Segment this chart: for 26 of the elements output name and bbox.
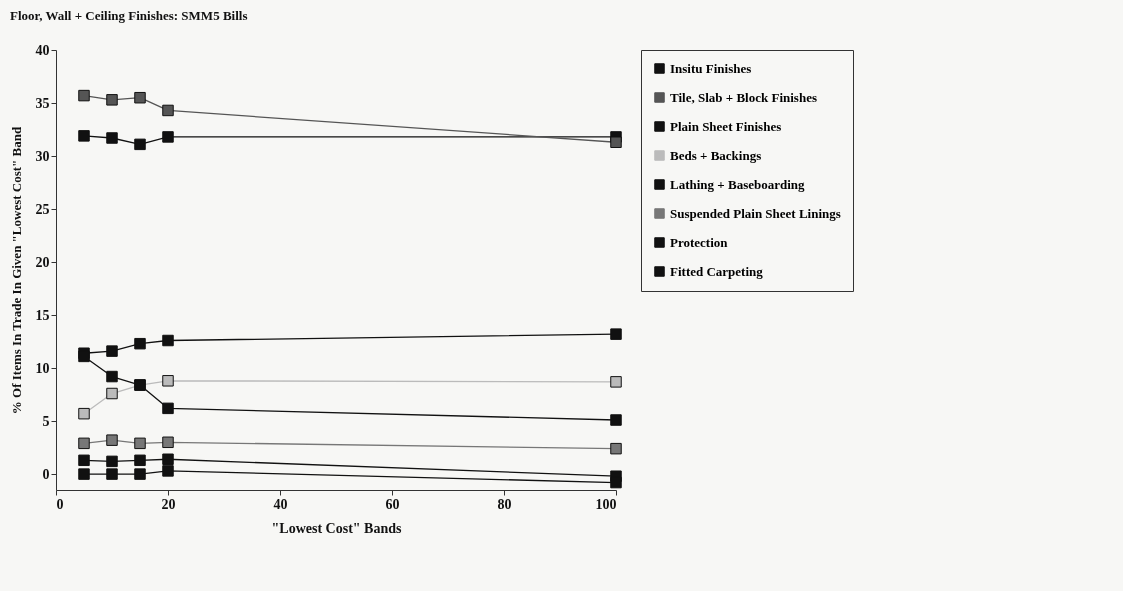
- x-tick-label: 100: [595, 496, 617, 512]
- chart-title: Floor, Wall + Ceiling Finishes: SMM5 Bills: [10, 8, 248, 23]
- y-tick-label: 15: [35, 307, 50, 323]
- x-tick-label: 0: [56, 496, 64, 512]
- legend-label: Plain Sheet Finishes: [670, 118, 782, 134]
- legend-label: Beds + Backings: [670, 147, 762, 163]
- legend-label: Insitu Finishes: [670, 60, 752, 76]
- legend-label: Fitted Carpeting: [670, 263, 764, 279]
- legend-label: Lathing + Baseboarding: [670, 176, 806, 192]
- y-tick-label: 10: [35, 360, 50, 376]
- x-axis-title: "Lowest Cost" Bands: [271, 520, 402, 536]
- x-tick-label: 20: [161, 496, 176, 512]
- y-tick-label: 25: [35, 201, 50, 217]
- y-tick-label: 20: [35, 254, 50, 270]
- legend-label: Tile, Slab + Block Finishes: [670, 89, 817, 105]
- y-tick-label: 5: [42, 413, 50, 429]
- y-axis-title: % Of Items In Trade In Given "Lowest Cost" Band: [8, 126, 24, 415]
- x-tick-label: 80: [497, 496, 512, 512]
- x-tick-label: 40: [273, 496, 288, 512]
- y-tick-label: 0: [42, 466, 50, 482]
- legend-label: Protection: [670, 234, 729, 250]
- y-tick-label: 40: [35, 42, 50, 58]
- y-tick-label: 35: [35, 95, 50, 111]
- legend-label: Suspended Plain Sheet Linings: [670, 205, 841, 221]
- y-tick-label: 30: [35, 148, 50, 164]
- x-tick-label: 60: [385, 496, 400, 512]
